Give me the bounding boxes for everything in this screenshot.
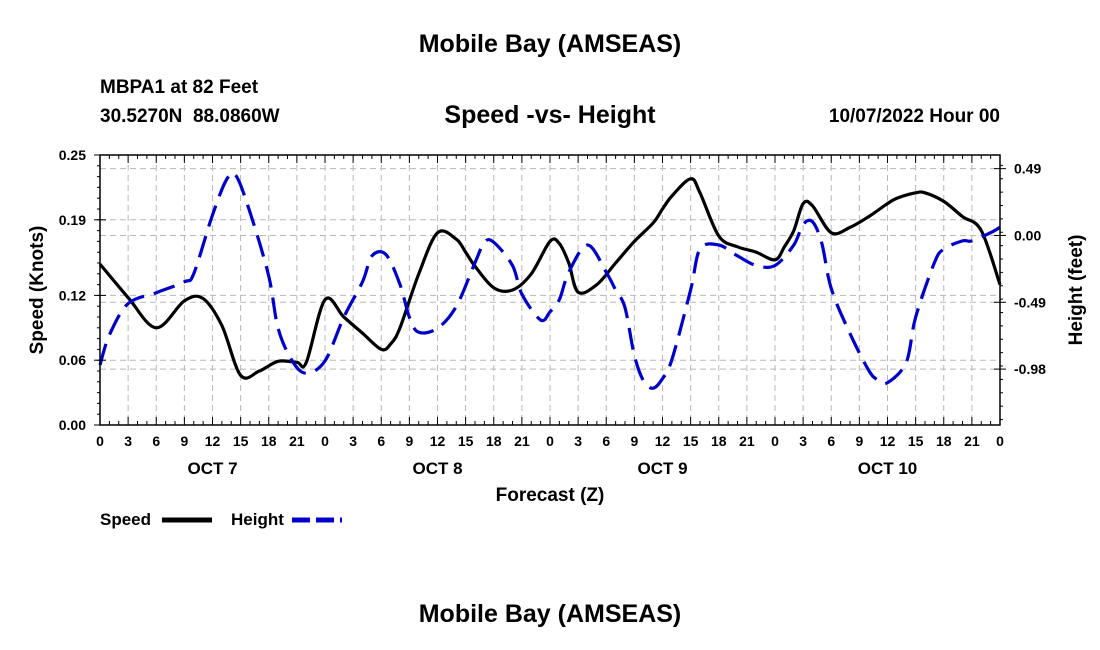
day-label: OCT 10	[858, 459, 918, 478]
x-tick-label: 0	[996, 433, 1004, 449]
x-tick-label: 3	[799, 433, 807, 449]
y-left-tick-label: 0.00	[59, 417, 86, 433]
x-tick-label: 15	[233, 433, 249, 449]
x-tick-label: 15	[908, 433, 924, 449]
grid	[100, 155, 1000, 425]
y-right-tick-label: -0.98	[1014, 361, 1046, 377]
timestamp-label: 10/07/2022 Hour 00	[828, 106, 1000, 127]
x-tick-label: 6	[377, 433, 385, 449]
axes	[94, 154, 1006, 426]
series-line-height	[98, 171, 1001, 390]
series-layer	[98, 171, 1002, 390]
x-tick-label: 18	[936, 433, 952, 449]
tick-labels: 0 3 6 9 12 15 18 21 0 3 6 9 12 15 18 21 0 3 6 9 12 15 18 21 0 3 6 9…	[27, 147, 1087, 506]
x-tick-label: 21	[739, 433, 755, 449]
x-tick-label: 3	[349, 433, 357, 449]
x-tick-label: 6	[827, 433, 835, 449]
y-right-axis-title: Height (feet)	[1066, 235, 1087, 346]
y-left-tick-label: 0.12	[59, 287, 86, 303]
y-right-tick-label: 0.00	[1014, 227, 1041, 243]
x-tick-label: 0	[771, 433, 779, 449]
x-tick-label: 21	[289, 433, 305, 449]
chart-title: Speed -vs- Height	[444, 101, 656, 129]
x-tick-label: 21	[964, 433, 980, 449]
x-tick-label: 15	[683, 433, 699, 449]
x-tick-label: 21	[514, 433, 530, 449]
x-tick-label: 0	[321, 433, 329, 449]
x-tick-label: 9	[405, 433, 413, 449]
y-right-tick-label: -0.49	[1014, 294, 1046, 310]
y-right-tick-label: 0.49	[1014, 161, 1041, 177]
x-tick-label: 9	[630, 433, 638, 449]
x-tick-label: 3	[574, 433, 582, 449]
y-left-tick-label: 0.06	[59, 352, 86, 368]
x-tick-label: 18	[261, 433, 277, 449]
coordinates-label: 30.5270N 88.0860W	[100, 106, 280, 127]
x-tick-label: 12	[430, 433, 446, 449]
day-label: OCT 8	[412, 459, 462, 478]
x-tick-label: 12	[205, 433, 221, 449]
x-tick-label: 6	[602, 433, 610, 449]
station-label: MBPA1 at 82 Feet	[100, 77, 259, 98]
y-left-tick-label: 0.25	[59, 147, 86, 163]
x-tick-label: 12	[655, 433, 671, 449]
y-left-axis-title: Speed (Knots)	[27, 226, 48, 355]
x-tick-label: 12	[880, 433, 896, 449]
legend-label-height: Height	[231, 510, 284, 529]
x-tick-label: 18	[711, 433, 727, 449]
speed-height-chart: 0 3 6 9 12 15 18 21 0 3 6 9 12 15 18 21 0 3 6 9 12 15 18 21 0 3 6 9…	[27, 147, 1087, 529]
day-label: OCT 9	[637, 459, 687, 478]
x-tick-label: 18	[486, 433, 502, 449]
x-tick-label: 9	[855, 433, 863, 449]
x-axis-title: Forecast (Z)	[496, 485, 605, 506]
x-tick-label: 6	[152, 433, 160, 449]
day-label: OCT 7	[187, 459, 237, 478]
footer-title: Mobile Bay (AMSEAS)	[418, 600, 682, 628]
x-tick-label: 3	[124, 433, 132, 449]
series-line-speed	[98, 177, 1002, 380]
legend-label-speed: Speed	[100, 510, 151, 529]
x-tick-label: 0	[546, 433, 554, 449]
page-title: Mobile Bay (AMSEAS)	[418, 30, 682, 58]
x-tick-label: 0	[96, 433, 104, 449]
legend: Speed Height	[100, 510, 342, 529]
y-left-tick-label: 0.19	[59, 212, 86, 228]
x-tick-label: 9	[180, 433, 188, 449]
x-tick-label: 15	[458, 433, 474, 449]
